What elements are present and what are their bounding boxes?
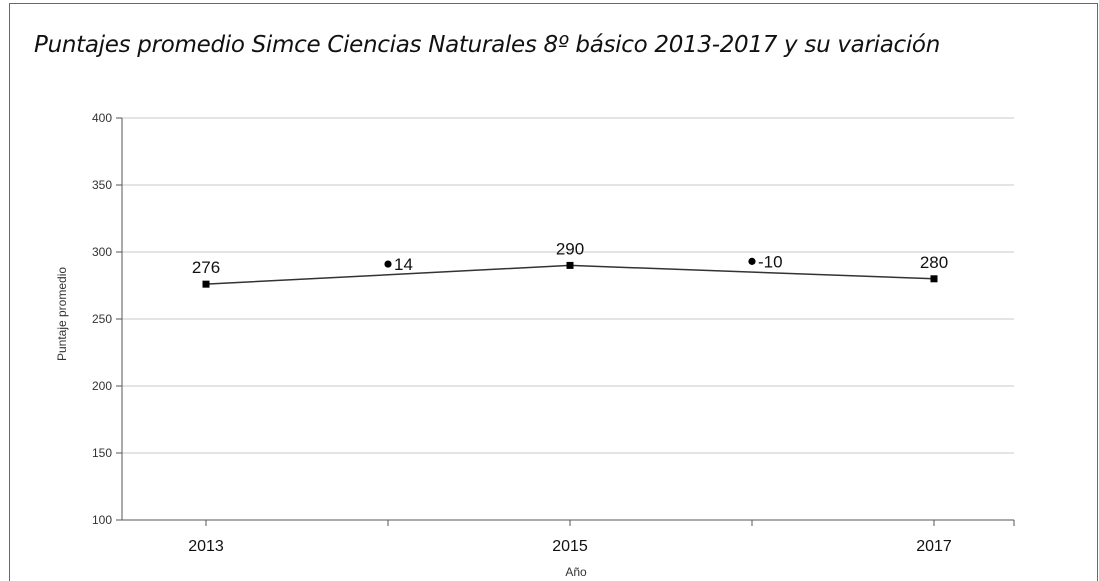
- y-ticks: 100 150 200 250 300 350 400: [92, 111, 122, 527]
- y-tick-label: 350: [92, 178, 112, 192]
- x-tick-label: 2017: [916, 538, 952, 555]
- gridlines: [122, 117, 1014, 521]
- y-tick-label: 300: [92, 245, 112, 259]
- y-tick-label: 250: [92, 312, 112, 326]
- data-point-marker: [566, 261, 574, 269]
- x-axis-label: Año: [565, 565, 587, 579]
- y-axis-label: Puntaje promedio: [55, 267, 69, 361]
- variation-label: -10: [758, 252, 783, 271]
- y-tick-label: 200: [92, 379, 112, 393]
- y-tick-label: 400: [92, 111, 112, 125]
- chart-title: Puntajes promedio Simce Ciencias Natural…: [34, 32, 940, 58]
- data-label: 276: [192, 258, 220, 277]
- variation-marker: [748, 257, 756, 265]
- data-labels: 276 290 280 14 -10: [192, 239, 948, 277]
- data-label: 290: [556, 239, 584, 258]
- x-tick-label: 2013: [188, 538, 224, 555]
- data-point-marker: [202, 280, 210, 288]
- y-tick-label: 150: [92, 446, 112, 460]
- data-marks: [202, 257, 938, 288]
- chart-frame: [9, 3, 1098, 581]
- x-ticks: 2013 2015 2017: [188, 520, 1015, 555]
- x-tick-label: 2015: [552, 538, 588, 555]
- data-point-marker: [930, 275, 938, 283]
- y-tick-label: 100: [92, 513, 112, 527]
- data-label: 280: [920, 253, 948, 272]
- variation-marker: [384, 260, 392, 268]
- variation-label: 14: [394, 255, 413, 274]
